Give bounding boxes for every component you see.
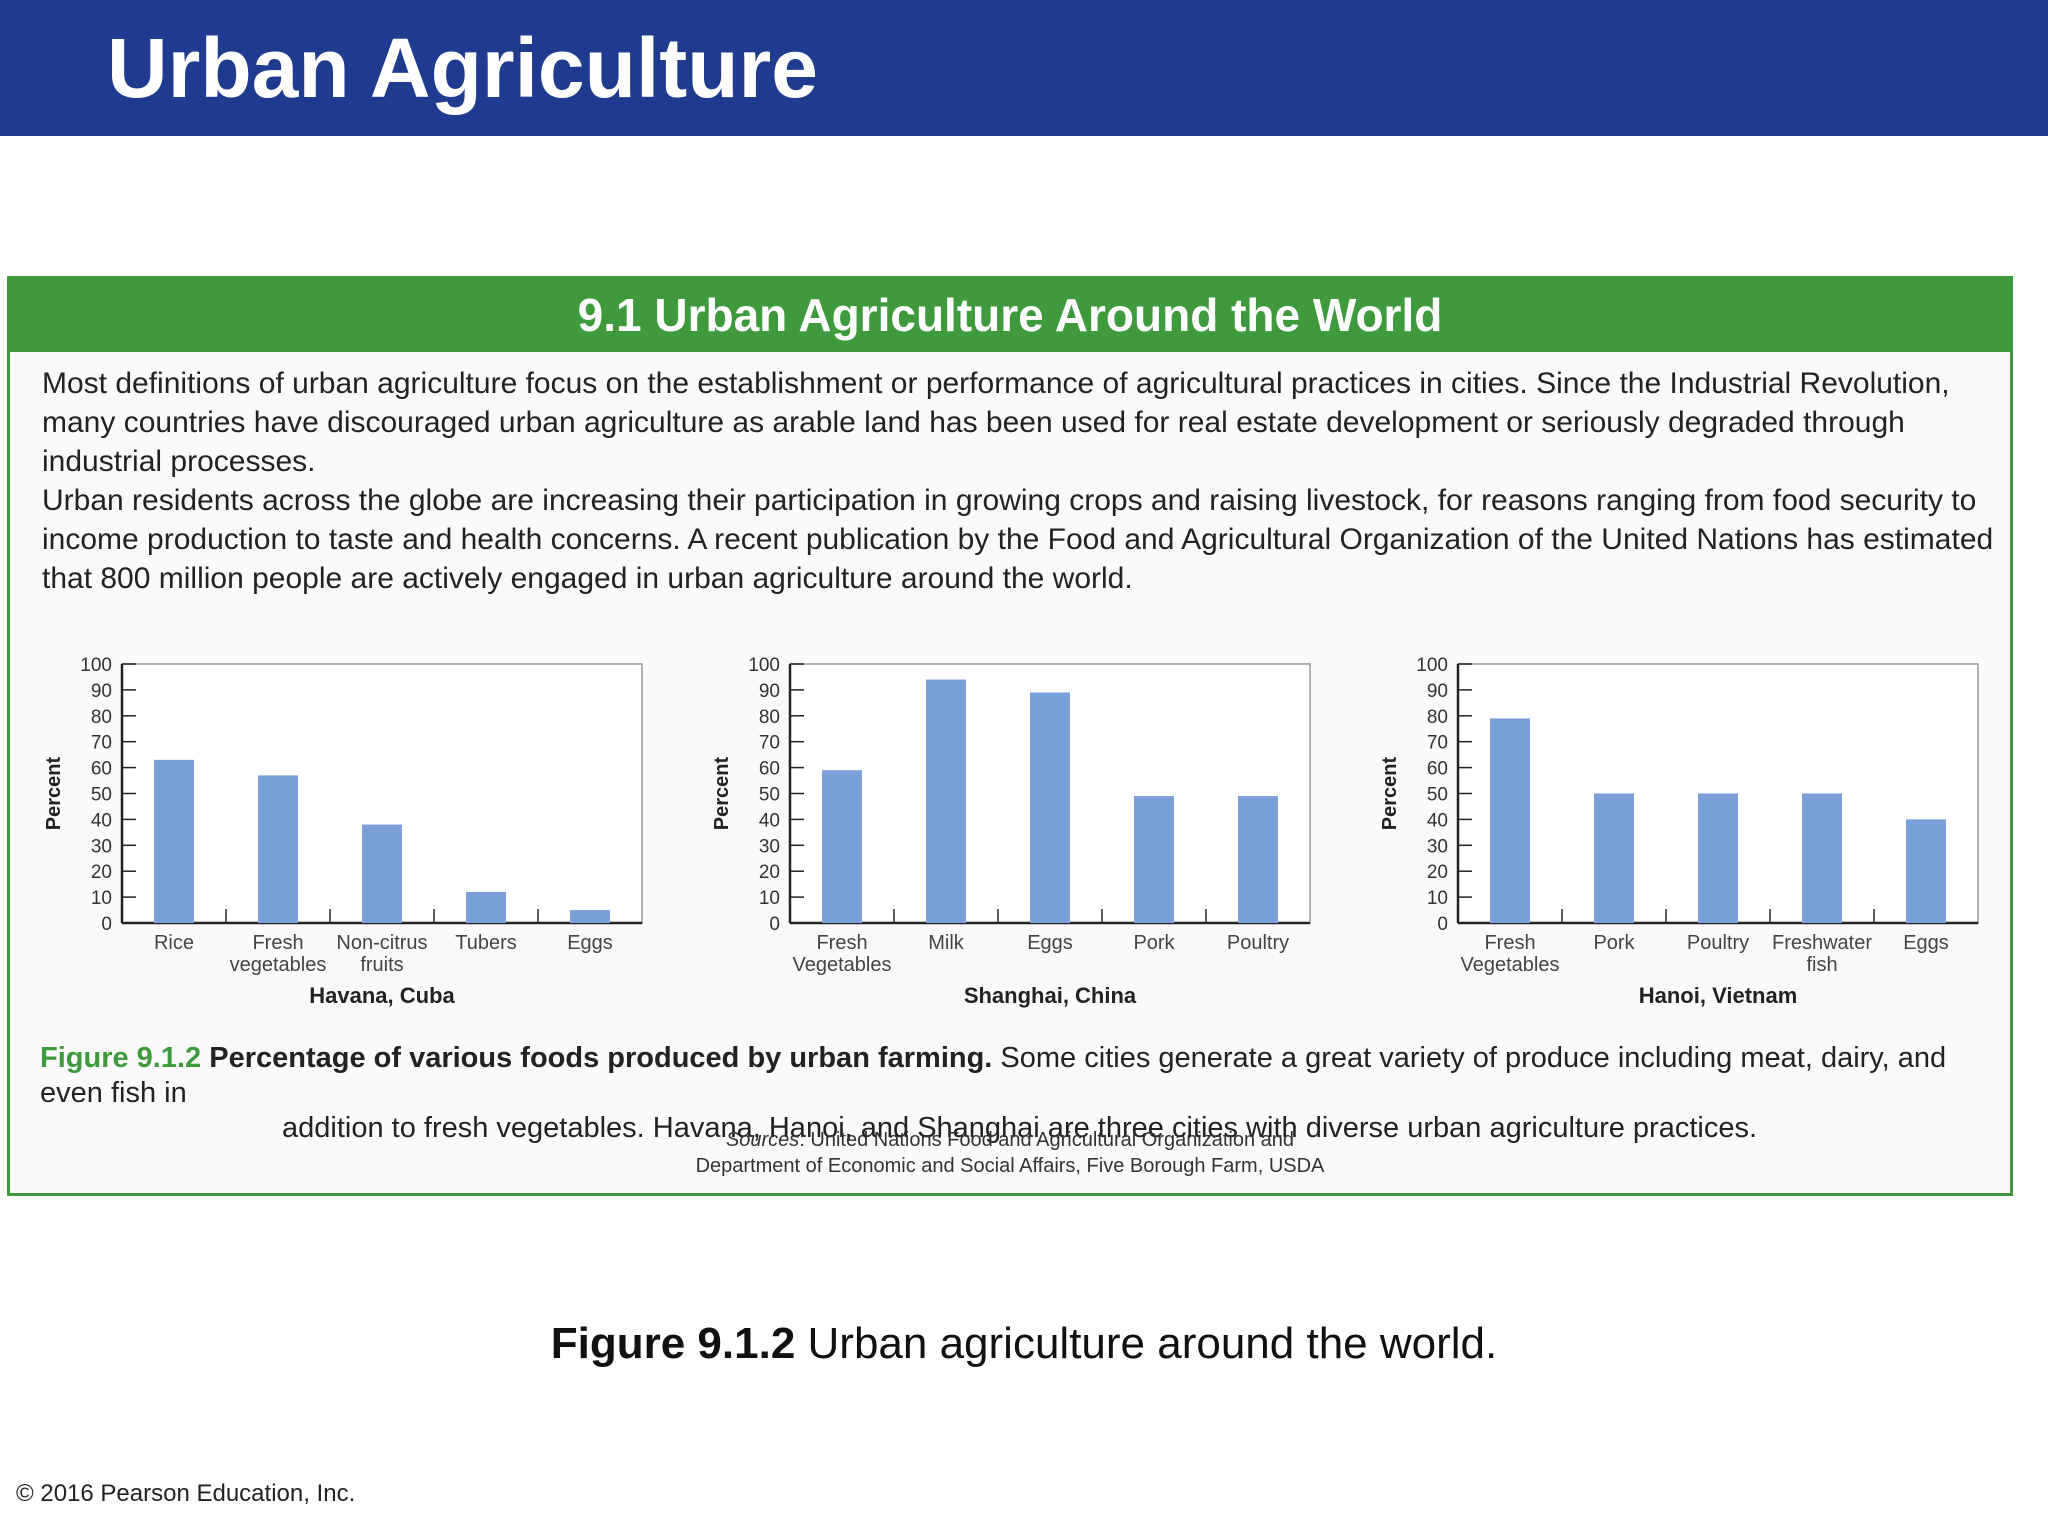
y-axis-title: Percent xyxy=(1379,756,1401,830)
y-tick-label: 90 xyxy=(759,681,780,702)
bar xyxy=(570,910,610,923)
slide-caption-label: Figure 9.1.2 xyxy=(550,1319,796,1368)
y-tick-label: 10 xyxy=(91,888,112,909)
bar-chart-2: 0 10 20 30 40 50 60 70 80 90 100 Percent FreshVegeta… xyxy=(711,655,1311,1008)
bar xyxy=(1134,796,1174,923)
y-tick-label: 60 xyxy=(759,759,780,780)
bar xyxy=(1906,819,1946,923)
y-tick-label: 30 xyxy=(91,836,112,857)
category-label: vegetables xyxy=(230,954,327,976)
panel-header: 9.1 Urban Agriculture Around the World xyxy=(10,279,2010,352)
y-tick-label: 40 xyxy=(1427,810,1448,831)
y-tick-label: 100 xyxy=(80,655,112,676)
y-tick-label: 40 xyxy=(91,810,112,831)
bar xyxy=(926,679,966,923)
category-label: Tubers xyxy=(455,932,517,954)
category-label: Fresh xyxy=(816,932,867,954)
figure-label: Figure 9.1.2 xyxy=(40,1042,202,1074)
sources-note: Sources: United Nations Food and Agricul… xyxy=(10,1127,2010,1179)
figure-text-2: addition to fresh vegetables. Havana, Ha… xyxy=(282,1112,1758,1144)
y-tick-label: 60 xyxy=(1427,759,1448,780)
y-tick-label: 70 xyxy=(91,733,112,754)
bar-chart-1: 0 10 20 30 40 50 60 70 80 90 100 Percent Rice Freshve… xyxy=(43,655,643,1008)
panel-title: 9.1 Urban Agriculture Around the World xyxy=(577,289,1443,341)
intro-paragraph-2: Urban residents across the globe are inc… xyxy=(42,484,1994,595)
slide-title: Urban Agriculture xyxy=(107,21,818,115)
category-label: Non-citrus xyxy=(336,932,427,954)
intro-paragraph-1: Most definitions of urban agriculture fo… xyxy=(42,367,1950,478)
y-tick-label: 60 xyxy=(91,759,112,780)
y-tick-label: 20 xyxy=(759,862,780,883)
category-label: fruits xyxy=(360,954,403,976)
chart-city-title: Hanoi, Vietnam xyxy=(1639,983,1798,1008)
category-label: fish xyxy=(1806,954,1837,976)
category-label: Rice xyxy=(154,932,194,954)
y-tick-label: 10 xyxy=(759,888,780,909)
chart-city-title: Havana, Cuba xyxy=(309,983,455,1008)
sources-line-1: : United Nations Food and Agricultural O… xyxy=(799,1129,1295,1151)
category-label: Vegetables xyxy=(793,954,892,976)
y-tick-label: 100 xyxy=(748,655,780,676)
bar xyxy=(1594,793,1634,923)
y-tick-label: 80 xyxy=(91,707,112,728)
sources-prefix: Sources xyxy=(725,1129,800,1151)
bar xyxy=(1238,796,1278,923)
bar xyxy=(1490,718,1530,923)
bar xyxy=(1698,793,1738,923)
sources-line-2: Department of Economic and Social Affair… xyxy=(695,1155,1325,1177)
y-tick-label: 40 xyxy=(759,810,780,831)
y-tick-label: 80 xyxy=(1427,707,1448,728)
bar xyxy=(154,759,194,923)
y-tick-label: 90 xyxy=(1427,681,1448,702)
category-label: Eggs xyxy=(1903,932,1949,954)
bar xyxy=(822,770,862,923)
bar xyxy=(466,891,506,923)
category-label: Milk xyxy=(928,932,965,954)
y-tick-label: 20 xyxy=(1427,862,1448,883)
y-tick-label: 70 xyxy=(759,733,780,754)
y-tick-label: 70 xyxy=(1427,733,1448,754)
bar xyxy=(362,824,402,923)
y-axis-title: Percent xyxy=(711,756,733,830)
y-tick-label: 50 xyxy=(1427,785,1448,806)
feature-panel: 9.1 Urban Agriculture Around the World M… xyxy=(7,276,2013,1196)
copyright-notice: © 2016 Pearson Education, Inc. xyxy=(16,1480,356,1507)
slide-caption: Figure 9.1.2 Urban agriculture around th… xyxy=(0,1316,2048,1372)
y-tick-label: 20 xyxy=(91,862,112,883)
y-tick-label: 80 xyxy=(759,707,780,728)
figure-caption: Figure 9.1.2 Percentage of various foods… xyxy=(40,1041,2000,1146)
slide-caption-text: Urban agriculture around the world. xyxy=(795,1319,1498,1368)
y-tick-label: 30 xyxy=(1427,836,1448,857)
figure-text-1: Some cities generate a great variety of … xyxy=(40,1042,1947,1109)
y-tick-label: 0 xyxy=(101,914,112,935)
title-bar: Urban Agriculture xyxy=(0,0,2048,136)
figure-headline: Percentage of various foods produced by … xyxy=(209,1042,993,1074)
category-label: Vegetables xyxy=(1461,954,1560,976)
y-tick-label: 0 xyxy=(1437,914,1448,935)
category-label: Freshwater xyxy=(1772,932,1872,954)
bar xyxy=(1030,692,1070,923)
category-label: Pork xyxy=(1133,932,1175,954)
chart-city-title: Shanghai, China xyxy=(964,983,1137,1008)
y-tick-label: 90 xyxy=(91,681,112,702)
y-axis-title: Percent xyxy=(43,756,65,830)
bar xyxy=(1802,793,1842,923)
y-tick-label: 100 xyxy=(1416,655,1448,676)
category-label: Fresh xyxy=(252,932,303,954)
y-tick-label: 50 xyxy=(759,785,780,806)
category-label: Pork xyxy=(1593,932,1635,954)
y-tick-label: 50 xyxy=(91,785,112,806)
category-label: Fresh xyxy=(1484,932,1535,954)
y-tick-label: 10 xyxy=(1427,888,1448,909)
y-tick-label: 30 xyxy=(759,836,780,857)
category-label: Poultry xyxy=(1687,932,1749,954)
bar-chart-3: 0 10 20 30 40 50 60 70 80 90 100 Percent FreshVegeta… xyxy=(1379,655,1979,1008)
category-label: Poultry xyxy=(1227,932,1289,954)
y-tick-label: 0 xyxy=(769,914,780,935)
category-label: Eggs xyxy=(1027,932,1073,954)
category-label: Eggs xyxy=(567,932,613,954)
bar xyxy=(258,775,298,923)
